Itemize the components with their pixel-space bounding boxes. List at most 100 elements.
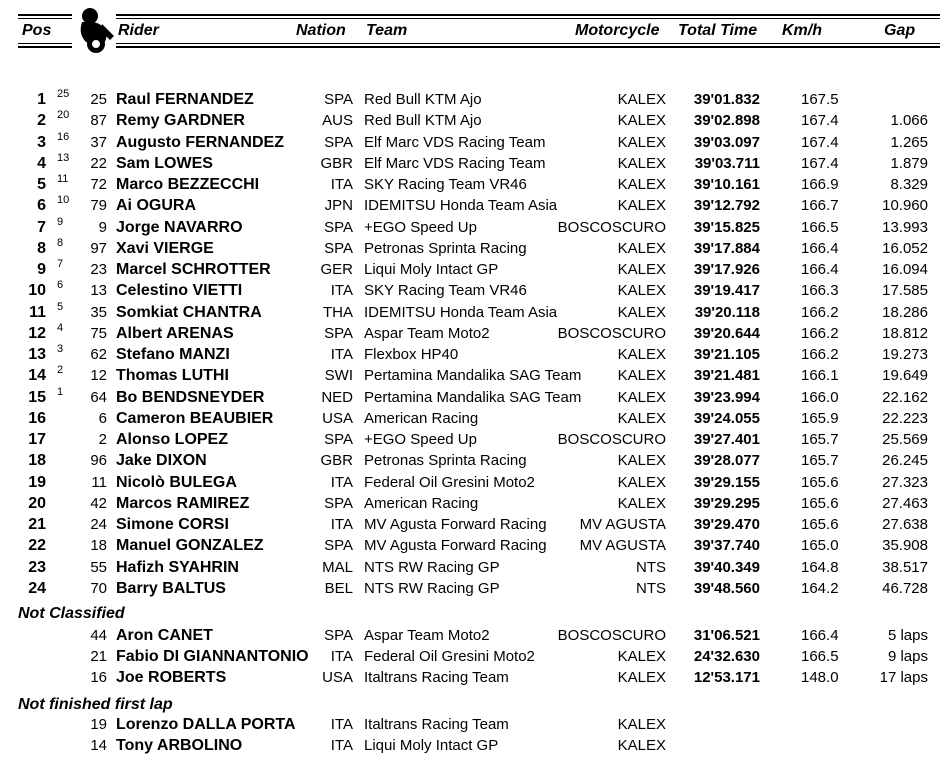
cell-time: 39'12.792 xyxy=(693,197,760,215)
cell-team: Elf Marc VDS Racing Team xyxy=(364,133,546,151)
cell-kmh: 148.0 xyxy=(801,669,839,686)
cell-team: Red Bull KTM Ajo xyxy=(364,112,482,130)
cell-num: 97 xyxy=(90,239,107,257)
cell-name: Bo BENDSNEYDER xyxy=(116,388,265,406)
cell-gap: 9 laps xyxy=(887,648,928,665)
cell-grid: 20 xyxy=(57,109,70,122)
cell-nation: USA xyxy=(322,409,353,427)
cell-nation: SWI xyxy=(324,367,353,385)
cell-kmh: 166.4 xyxy=(801,239,839,257)
cell-nation: SPA xyxy=(324,537,353,555)
cell-time: 39'17.884 xyxy=(693,239,760,257)
cell-time: 39'20.644 xyxy=(693,324,760,342)
cell-team: SKY Racing Team VR46 xyxy=(364,282,527,300)
cell-gap: 17 laps xyxy=(879,669,928,686)
cell-time: 39'24.055 xyxy=(693,409,760,427)
cell-team: Petronas Sprinta Racing xyxy=(364,239,527,257)
cell-grid: 1 xyxy=(57,385,64,398)
cell-gap: 38.517 xyxy=(882,558,928,576)
result-row: 7 9 9 Jorge NAVARRO SPA +EGO Speed Up BOSCOSCU… xyxy=(0,215,948,239)
cell-kmh: 165.7 xyxy=(801,452,839,470)
cell-grid: 3 xyxy=(57,343,64,356)
cell-grid: 2 xyxy=(57,364,64,377)
cell-team: Italtrans Racing Team xyxy=(364,716,509,733)
cell-gap: 5 laps xyxy=(887,627,928,644)
cell-pos: 14 xyxy=(28,367,46,385)
cell-gap: 27.638 xyxy=(882,516,928,534)
cell-grid: 9 xyxy=(57,215,64,228)
result-row: 16 Joe ROBERTS USA Italtrans Racing Team KAL… xyxy=(0,669,948,689)
cell-nation: AUS xyxy=(322,112,353,130)
cell-num: 23 xyxy=(90,261,107,279)
cell-team: SKY Racing Team VR46 xyxy=(364,176,527,194)
cell-nation: THA xyxy=(323,303,353,321)
cell-gap: 18.812 xyxy=(882,324,928,342)
cell-moto: MV AGUSTA xyxy=(579,537,666,555)
header-rule-bottom xyxy=(18,46,940,48)
cell-nation: SPA xyxy=(324,91,353,108)
cell-pos: 5 xyxy=(37,176,46,194)
cell-moto: KALEX xyxy=(617,669,666,686)
cell-name: Somkiat CHANTRA xyxy=(116,303,262,321)
cell-name: Aron CANET xyxy=(116,627,213,644)
cell-kmh: 165.6 xyxy=(801,473,839,491)
cell-team: IDEMITSU Honda Team Asia xyxy=(364,197,558,215)
cell-team: Liqui Moly Intact GP xyxy=(364,737,499,754)
header-rider: Rider xyxy=(118,22,159,39)
cell-time: 39'17.926 xyxy=(693,261,760,279)
cell-nation: SPA xyxy=(324,494,353,512)
cell-name: Marcel SCHROTTER xyxy=(116,261,271,279)
cell-team: Red Bull KTM Ajo xyxy=(364,91,482,108)
cell-name: Barry BALTUS xyxy=(116,579,226,597)
cell-gap: 18.286 xyxy=(882,303,928,321)
cell-nation: ITA xyxy=(330,176,353,194)
cell-nation: GER xyxy=(320,261,353,279)
cell-time: 39'15.825 xyxy=(693,218,760,236)
cell-kmh: 166.4 xyxy=(801,627,839,644)
cell-time: 39'03.711 xyxy=(694,154,760,172)
cell-nation: SPA xyxy=(324,627,353,644)
cell-nation: SPA xyxy=(324,218,353,236)
cell-grid: 6 xyxy=(57,279,64,292)
cell-nation: GBR xyxy=(320,154,353,172)
cell-time: 39'29.470 xyxy=(693,516,760,534)
cell-num: 16 xyxy=(90,669,107,686)
cell-name: Simone CORSI xyxy=(116,516,229,534)
cell-nation: ITA xyxy=(330,648,353,665)
cell-gap: 16.094 xyxy=(882,261,928,279)
cell-nation: MAL xyxy=(322,558,353,576)
cell-moto: KALEX xyxy=(617,239,666,257)
cell-num: 11 xyxy=(91,473,107,491)
cell-gap: 19.649 xyxy=(882,367,928,385)
cell-num: 22 xyxy=(90,154,107,172)
cell-team: Liqui Moly Intact GP xyxy=(364,261,499,279)
header-pos: Pos xyxy=(22,22,52,39)
motorcycle-rider-logo-icon xyxy=(72,6,116,56)
cell-moto: KALEX xyxy=(617,197,666,215)
cell-num: 13 xyxy=(90,282,107,300)
result-row: 17 2 Alonso LOPEZ SPA +EGO Speed Up BOSCOSCUR… xyxy=(0,431,948,451)
result-row: 13 3 62 Stefano MANZI ITA Flexbox HP40 KALEX 39… xyxy=(0,343,948,366)
result-row: 22 18 Manuel GONZALEZ SPA MV Agusta Forward … xyxy=(0,537,948,557)
result-row: 2 20 87 Remy GARDNER AUS Red Bull KTM Ajo KALE… xyxy=(0,109,948,132)
cell-moto: KALEX xyxy=(617,494,666,512)
cell-name: Stefano MANZI xyxy=(116,346,230,364)
cell-nation: ITA xyxy=(330,737,353,754)
cell-nation: JPN xyxy=(324,197,353,215)
cell-num: 35 xyxy=(90,303,107,321)
cell-num: 6 xyxy=(98,409,107,427)
cell-moto: BOSCOSCURO xyxy=(557,627,666,644)
cell-team: +EGO Speed Up xyxy=(364,218,477,236)
cell-time: 24'32.630 xyxy=(693,648,760,665)
cell-pos: 4 xyxy=(37,154,46,172)
cell-moto: MV AGUSTA xyxy=(579,516,666,534)
cell-nation: ITA xyxy=(330,716,353,733)
cell-kmh: 167.4 xyxy=(801,154,839,172)
cell-team: MV Agusta Forward Racing xyxy=(364,516,547,534)
cell-pos: 6 xyxy=(37,197,46,215)
cell-kmh: 165.6 xyxy=(801,494,839,512)
cell-moto: KALEX xyxy=(617,452,666,470)
cell-pos: 23 xyxy=(28,558,46,576)
cell-num: 70 xyxy=(90,579,107,597)
cell-name: Jorge NAVARRO xyxy=(116,218,243,236)
